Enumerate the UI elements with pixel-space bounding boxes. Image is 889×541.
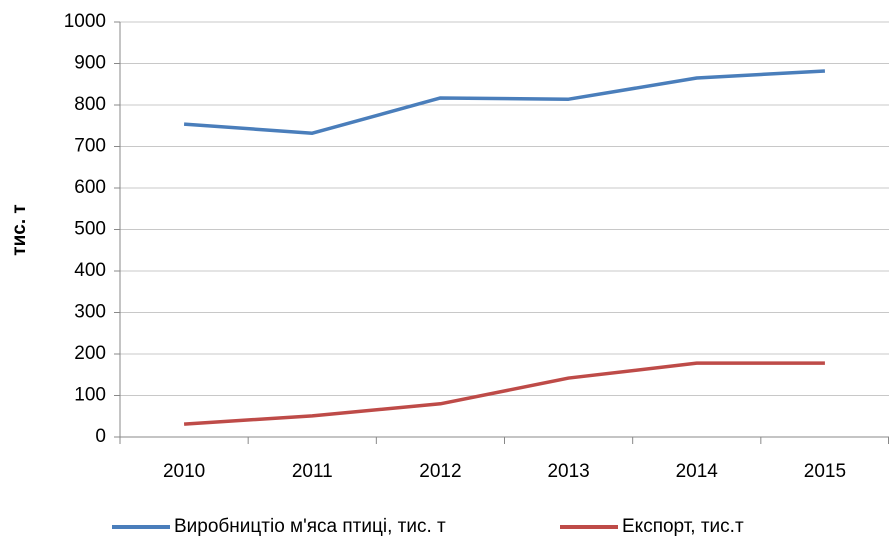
y-tick-label: 0 bbox=[95, 426, 106, 447]
y-tick-label: 1000 bbox=[64, 11, 106, 32]
legend-label: Виробництіо м'яса птиці, тис. т bbox=[174, 516, 446, 537]
y-tick-label: 900 bbox=[74, 53, 106, 74]
series-line bbox=[183, 69, 826, 135]
y-tick-label: 700 bbox=[74, 136, 106, 157]
x-tick-label: 2012 bbox=[419, 461, 461, 482]
y-axis-label: тис. т bbox=[9, 204, 30, 255]
y-tick-label: 100 bbox=[74, 385, 106, 406]
x-tick-label: 2011 bbox=[292, 461, 333, 482]
x-tick-label: 2014 bbox=[676, 461, 719, 482]
series-line bbox=[183, 361, 825, 426]
x-tick-label: 2010 bbox=[163, 461, 205, 482]
y-tick-label: 300 bbox=[74, 302, 106, 323]
x-tick-label: 2015 bbox=[804, 461, 846, 482]
legend-label: Експорт, тис.т bbox=[622, 516, 744, 537]
x-tick-label: 2013 bbox=[547, 461, 589, 482]
y-tick-label: 500 bbox=[74, 219, 106, 240]
y-tick-label: 400 bbox=[74, 260, 106, 281]
y-tick-label: 200 bbox=[74, 343, 106, 364]
y-tick-label: 800 bbox=[74, 94, 106, 115]
y-tick-label: 600 bbox=[74, 177, 106, 198]
